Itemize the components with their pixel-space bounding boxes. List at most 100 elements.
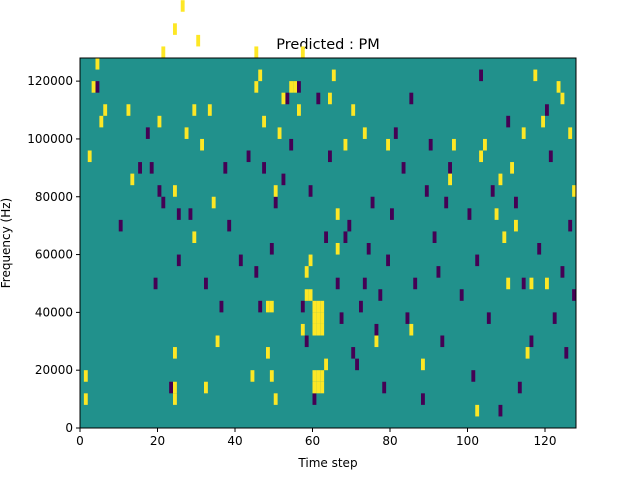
heatmap-cell-low	[529, 335, 534, 348]
heatmap-cell-high	[293, 81, 297, 93]
heatmap-cell-high	[130, 173, 135, 186]
heatmap-cell-low	[145, 127, 150, 139]
heatmap-cell-low	[413, 277, 418, 290]
y-tick-label: 100000	[27, 132, 73, 146]
x-tick-label: 80	[382, 434, 397, 448]
heatmap-cell-high	[269, 370, 274, 382]
y-tick-label: 120000	[27, 74, 73, 88]
heatmap-cell-high	[545, 277, 549, 290]
heatmap-cell-low	[370, 196, 375, 209]
heatmap-cell-high	[308, 254, 313, 267]
x-tick-label: 60	[305, 434, 320, 448]
heatmap-cell-high	[173, 185, 177, 197]
heatmap-cell-high	[452, 138, 456, 151]
x-tick-label: 0	[76, 434, 84, 448]
heatmap-cell-high	[281, 92, 286, 105]
heatmap-cell-high	[529, 277, 534, 290]
heatmap-cell-low	[552, 312, 557, 324]
heatmap-cell-low	[548, 150, 553, 163]
heatmap-cell-high	[331, 69, 336, 82]
heatmap-cell-high	[483, 138, 487, 151]
heatmap-cell-low	[169, 381, 173, 394]
heatmap-cell-low	[157, 185, 162, 197]
heatmap-cell-high	[316, 312, 321, 324]
heatmap-cell-high	[572, 185, 576, 197]
heatmap-cell-high	[316, 323, 321, 336]
heatmap-cell-low	[316, 92, 321, 105]
heatmap-cell-low	[560, 266, 565, 278]
heatmap-cell-high	[312, 300, 317, 313]
heatmap-cell-low	[521, 277, 526, 290]
heatmap-cell-high	[421, 358, 425, 371]
heatmap-cell-low	[339, 312, 344, 324]
heatmap-cell-low	[273, 196, 278, 209]
heatmap-cell-low	[479, 69, 483, 82]
heatmap-cell-high	[479, 150, 483, 163]
heatmap-cell-high	[173, 23, 177, 35]
heatmap-cell-high	[204, 381, 208, 394]
heatmap-cell-high	[258, 69, 263, 82]
heatmap-cell-low	[324, 231, 328, 243]
chart-title: Predicted : PM	[276, 37, 379, 53]
heatmap-cell-low	[347, 219, 352, 232]
x-tick-label: 40	[227, 434, 242, 448]
heatmap-cell-high	[161, 46, 166, 58]
heatmap-cell-low	[153, 277, 158, 290]
heatmap-cell-high	[308, 289, 313, 301]
heatmap-cell-low	[138, 162, 142, 174]
heatmap-cell-high	[502, 231, 507, 243]
heatmap-cell-low	[537, 243, 542, 255]
heatmap-cell-low	[176, 254, 181, 267]
heatmap-cell-high	[200, 138, 204, 151]
heatmap-cell-low	[444, 196, 449, 209]
y-tick-label: 80000	[35, 190, 73, 204]
heatmap-cell-high	[374, 335, 379, 348]
heatmap-cell-low	[328, 150, 332, 163]
heatmap-cell-low	[238, 254, 243, 267]
heatmap-cell-low	[269, 243, 274, 255]
heatmap-cell-low	[424, 185, 429, 197]
heatmap-cell-low	[436, 266, 441, 278]
heatmap-cell-low	[459, 289, 464, 301]
heatmap-cell-low	[378, 289, 383, 301]
heatmap-cell-high	[525, 347, 530, 359]
heatmap-cell-high	[254, 81, 259, 93]
heatmap-cell-high	[556, 81, 561, 93]
heatmap-cell-low	[161, 196, 166, 209]
heatmap-cell-low	[409, 92, 414, 105]
heatmap-cell-high	[95, 58, 100, 70]
heatmap-cell-high	[254, 46, 259, 58]
heatmap-cell-high	[304, 289, 309, 301]
heatmap-cell-low	[486, 312, 491, 324]
heatmap-cell-high	[297, 104, 301, 116]
heatmap-cell-high	[266, 347, 270, 359]
heatmap-cell-low	[312, 393, 317, 405]
heatmap-cell-high	[510, 162, 514, 174]
heatmap-cell-low	[401, 162, 406, 174]
heatmap-cell-high	[126, 104, 131, 116]
heatmap-cell-high	[316, 381, 321, 394]
heatmap-cell-high	[335, 208, 340, 220]
heatmap-cell-low	[421, 393, 425, 405]
heatmap-cell-high	[273, 393, 278, 405]
heatmap-cell-high	[91, 81, 96, 93]
heatmap-cell-low	[351, 347, 356, 359]
heatmap-cell-low	[227, 219, 232, 232]
y-tick-label: 40000	[35, 305, 73, 319]
heatmap-cell-high	[83, 393, 88, 405]
heatmap-cell-low	[281, 173, 286, 186]
heatmap-cell-low	[297, 81, 301, 93]
heatmap-cell-low	[362, 277, 367, 290]
heatmap-cell-high	[157, 115, 162, 128]
heatmap-cell-low	[118, 219, 123, 232]
heatmap-cell-high	[521, 127, 526, 139]
heatmap-cell-high	[196, 34, 201, 47]
y-axis-ticks: 0 20000 40000 60000 80000 100000 120000	[27, 74, 80, 435]
heatmap-cell-high	[343, 138, 348, 151]
x-axis-ticks: 0 20 40 60 80 100 120	[76, 428, 556, 448]
heatmap-cell-high	[514, 219, 518, 232]
heatmap-cell-low	[359, 300, 363, 313]
heatmap-cell-high	[300, 46, 305, 58]
heatmap-cell-high	[312, 381, 317, 394]
